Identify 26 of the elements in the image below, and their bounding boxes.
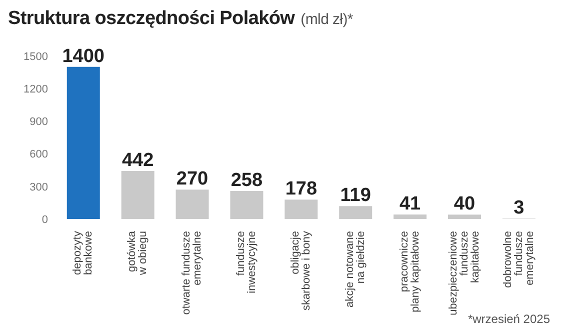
data-label: 442 xyxy=(122,150,154,171)
data-label: 119 xyxy=(340,185,371,206)
bar xyxy=(230,190,264,219)
data-label: 258 xyxy=(230,170,263,191)
bar xyxy=(339,206,372,219)
x-tick-label: depozyty bankowe xyxy=(72,230,95,276)
data-label: 41 xyxy=(399,194,422,215)
bar xyxy=(176,190,209,219)
bar xyxy=(121,170,154,219)
y-tick-label: 0 xyxy=(42,214,48,226)
chart-title: Struktura oszczędności Polaków xyxy=(8,8,295,29)
bar xyxy=(448,214,481,219)
data-label: 178 xyxy=(285,178,318,200)
data-label: 3 xyxy=(514,198,524,219)
y-tick-label: 600 xyxy=(30,148,48,161)
data-label: 270 xyxy=(176,168,208,190)
chart-subtitle: (mld zł)* xyxy=(300,11,353,28)
y-tick-label: 1200 xyxy=(24,84,48,96)
bar xyxy=(66,66,100,219)
y-tick-label: 300 xyxy=(30,181,48,194)
data-label: 40 xyxy=(454,194,476,215)
y-tick-label: 900 xyxy=(30,116,48,128)
bar xyxy=(394,214,427,219)
y-tick-label: 1500 xyxy=(24,50,48,63)
bar xyxy=(284,200,318,219)
data-label: 1400 xyxy=(62,46,105,67)
